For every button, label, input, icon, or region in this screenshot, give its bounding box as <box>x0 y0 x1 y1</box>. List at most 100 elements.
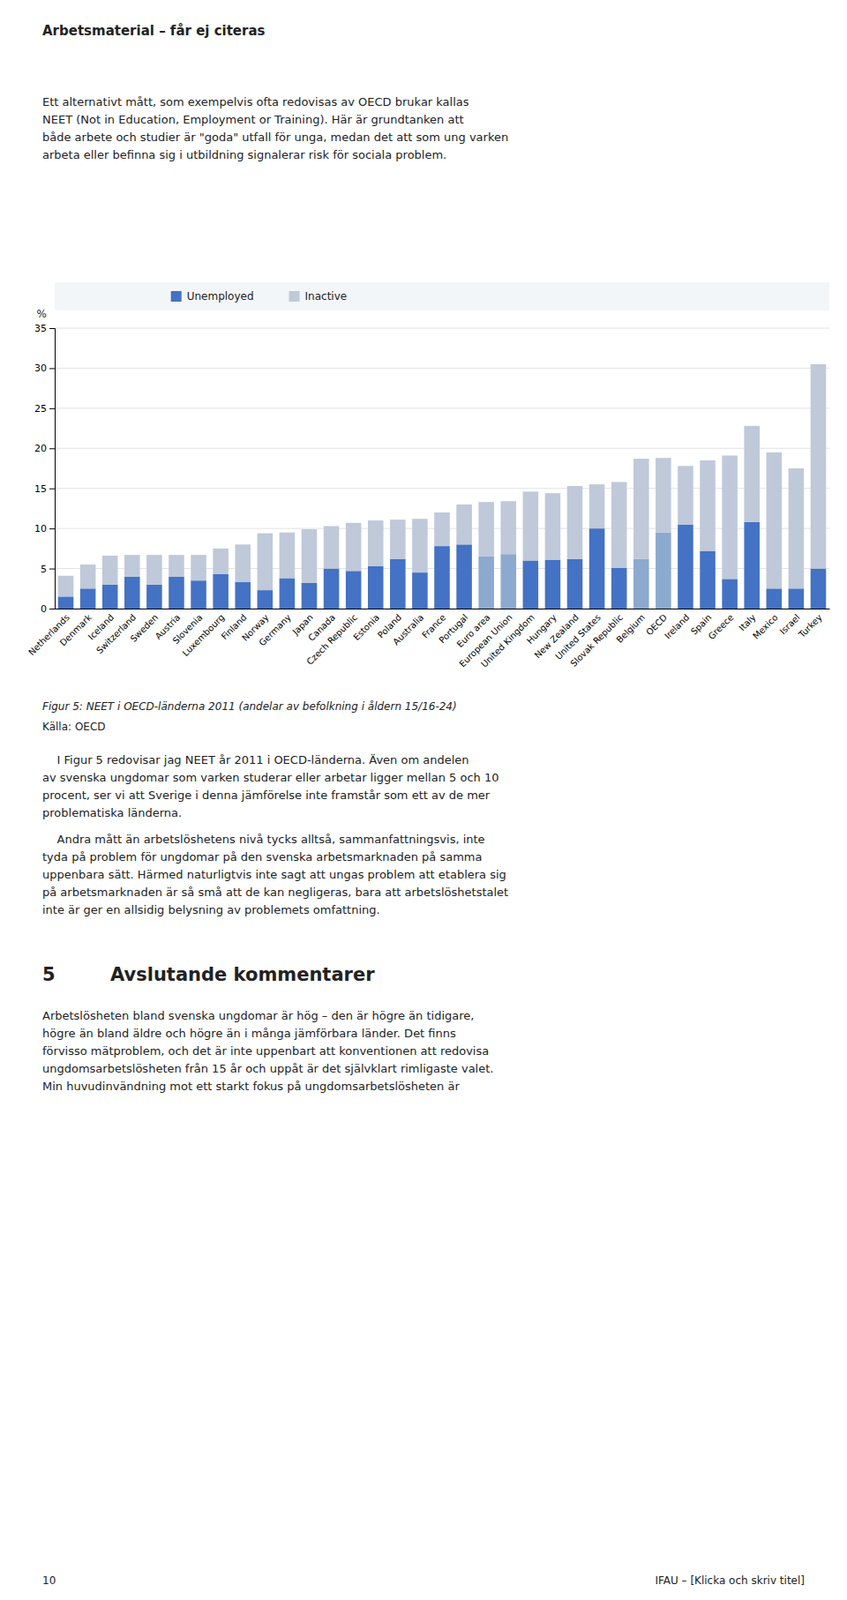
footer-left: 10 <box>42 1574 56 1588</box>
paragraph-line: Andra mått än arbetslöshetens nivå tycks… <box>42 832 486 847</box>
bar <box>212 574 229 609</box>
bar <box>545 560 562 609</box>
footer-right: IFAU – [Klicka och skriv titel] <box>654 1574 805 1588</box>
y-tick-mark <box>49 528 55 530</box>
bar <box>743 522 760 609</box>
y-axis-title: % <box>37 307 47 321</box>
y-tick-mark <box>49 448 55 450</box>
bar <box>301 529 318 584</box>
bar <box>345 570 362 609</box>
y-tick-label: 5 <box>40 563 47 576</box>
paragraph-line: högre än bland äldre och högre än i mång… <box>42 1026 457 1041</box>
bar <box>699 460 716 552</box>
x-tick: Sweden <box>128 612 161 645</box>
x-tick: Mexico <box>750 612 780 641</box>
x-tick-label: Estonia <box>351 612 382 643</box>
bar <box>677 465 694 525</box>
grid-line <box>54 448 830 450</box>
bar <box>589 484 606 529</box>
legend-label: Unemployed <box>187 290 255 303</box>
bar <box>456 544 473 609</box>
bar <box>478 502 495 557</box>
x-tick-label: Australia <box>390 612 426 647</box>
section-number: 5 <box>42 964 56 986</box>
paragraph-line: förvisso mätproblem, och det är inte upp… <box>42 1044 489 1058</box>
y-tick-mark <box>49 367 55 369</box>
bar <box>124 554 141 578</box>
bar <box>766 452 783 589</box>
x-tick-label: Mexico <box>750 612 780 641</box>
y-tick-label: 35 <box>34 322 47 335</box>
bar <box>478 556 495 609</box>
y-tick: 0 <box>40 603 55 615</box>
y-tick-mark <box>49 408 55 410</box>
y-axis-line <box>49 329 56 610</box>
y-tick: 10 <box>34 523 55 535</box>
bar <box>279 532 296 579</box>
bar <box>721 578 738 609</box>
figure-caption: Figur 5: NEET i OECD-länderna 2011 (ande… <box>42 700 458 713</box>
bar <box>257 590 274 609</box>
grid-line <box>54 367 830 369</box>
bar <box>611 481 628 568</box>
paragraph-line: procent, ser vi att Sverige i denna jämf… <box>42 788 491 803</box>
x-tick: Greece <box>706 612 736 642</box>
paragraph-line: Ett alternativt mått, som exempelvis oft… <box>42 95 470 109</box>
bar <box>699 551 716 609</box>
y-axis: 0 5 10 15 20 25 30 35 <box>34 322 56 615</box>
y-tick-label: 15 <box>34 483 47 495</box>
y-tick-mark <box>49 569 55 570</box>
bar <box>58 576 75 598</box>
bar <box>58 596 75 609</box>
y-tick-mark <box>49 328 55 330</box>
bar <box>567 486 584 560</box>
legend: UnemployedInactive <box>54 282 830 311</box>
bar <box>655 532 672 609</box>
x-tick-label: Ireland <box>662 612 691 641</box>
y-tick-label: 25 <box>34 403 47 415</box>
y-tick-label: 10 <box>34 523 47 535</box>
bar <box>788 588 805 609</box>
y-tick: 5 <box>40 563 55 576</box>
x-tick-label: Czech Republic <box>304 612 360 668</box>
paragraph-line: Min huvudinvändning mot ett starkt fokus… <box>42 1079 460 1094</box>
chart: 0 5 10 15 20 25 30 35 NetherlandsDenmarkIcelandS… <box>26 282 830 670</box>
bar <box>124 577 141 609</box>
paragraph-line: NEET (Not in Education, Employment or Tr… <box>42 112 465 127</box>
y-tick-label: 20 <box>34 442 47 455</box>
bar <box>168 577 185 609</box>
x-tick-label: Belgium <box>614 612 647 645</box>
bar <box>102 584 119 609</box>
bars <box>58 364 826 609</box>
legend-swatch <box>289 291 300 302</box>
x-tick: Ireland <box>662 612 691 641</box>
x-axis: NetherlandsDenmarkIcelandSwitzerlandSwed… <box>26 609 830 670</box>
page: Arbetsmaterial – får ej citeras Ett alter… <box>0 0 847 1600</box>
bar <box>412 572 428 609</box>
bar <box>523 491 540 561</box>
x-tick-label: Greece <box>706 612 736 642</box>
page-header: Arbetsmaterial – får ej citeras <box>42 22 266 39</box>
bar <box>589 528 606 609</box>
y-tick: 35 <box>34 322 55 335</box>
bar <box>611 568 628 609</box>
bar <box>810 569 827 609</box>
bar <box>212 548 229 575</box>
x-tick-label: Denmark <box>58 612 94 648</box>
grid <box>54 328 830 609</box>
bar <box>323 525 340 569</box>
bar <box>80 564 97 589</box>
x-tick-label: Germany <box>256 612 293 648</box>
x-tick: Belgium <box>614 612 647 645</box>
x-tick: Turkey <box>795 612 825 641</box>
bar <box>80 588 97 609</box>
y-tick-label: 0 <box>40 603 47 615</box>
bar <box>523 560 540 609</box>
legend-swatch <box>171 291 182 302</box>
bar <box>257 533 274 592</box>
y-tick: 30 <box>34 362 55 375</box>
y-tick-label: 30 <box>34 362 47 375</box>
bar <box>389 519 406 560</box>
bar <box>677 524 694 609</box>
bar <box>190 580 207 609</box>
